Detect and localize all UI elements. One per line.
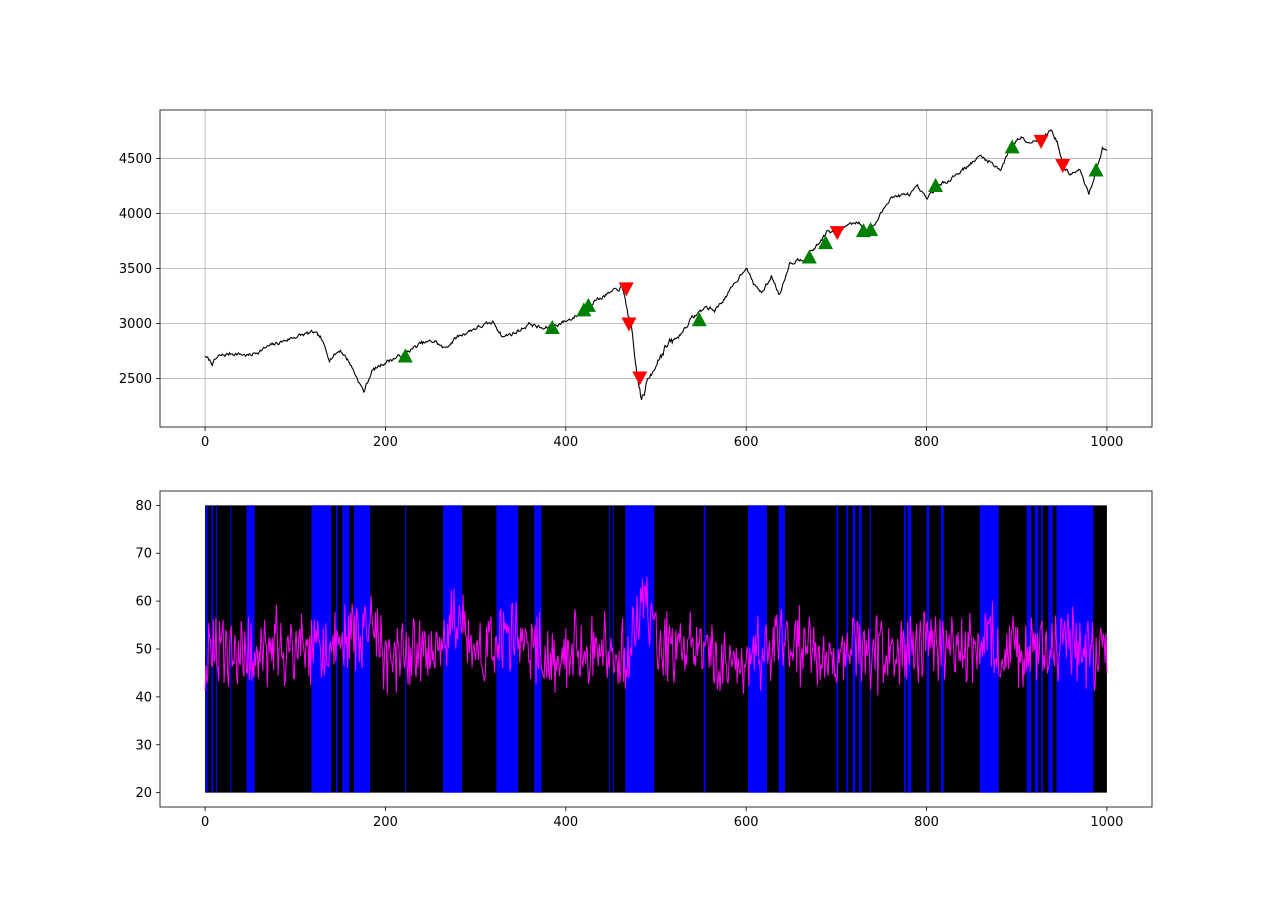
oscillator-line	[204, 576, 1108, 696]
x-tick-label: 600	[734, 815, 759, 830]
buy-marker	[801, 249, 817, 264]
sell-marker	[1033, 134, 1049, 149]
regime-band	[979, 505, 999, 793]
y-tick-label: 30	[135, 738, 152, 753]
chart-price: 0 200 400 600 800 1000 2500 3000 3500 4000 4500	[119, 109, 1153, 450]
x-tick-label: 800	[914, 435, 939, 450]
x-tick-label: 1000	[1090, 815, 1123, 830]
regime-band	[335, 505, 338, 793]
y-tick-label: 20	[135, 786, 152, 801]
x-tick-label: 200	[373, 435, 398, 450]
x-tick-label: 600	[734, 435, 759, 450]
regime-band	[778, 505, 785, 793]
regime-band	[609, 505, 611, 793]
regime-band	[846, 505, 849, 793]
y-tick-label: 50	[135, 643, 152, 658]
regime-band	[1041, 505, 1043, 793]
y-tick-label: 70	[135, 547, 152, 562]
regime-band	[869, 505, 871, 793]
regime-band	[703, 505, 706, 793]
buy-marker	[397, 348, 413, 363]
regime-band	[311, 505, 332, 793]
y-tick-label: 40	[135, 690, 152, 705]
chart-indicator: 0 200 400 600 800 1000 20 30 40 50 60 70 80	[135, 490, 1153, 830]
y-tick-label: 80	[135, 499, 152, 514]
y-tick-label: 4000	[119, 207, 152, 222]
plot-frame	[159, 490, 1153, 808]
y-tick-label: 60	[135, 595, 152, 610]
sell-marker	[621, 317, 637, 332]
y-tick-label: 3000	[119, 317, 152, 332]
x-tick-label: 400	[553, 815, 578, 830]
x-tick-label: 800	[914, 815, 939, 830]
y-tick-label: 2500	[119, 372, 152, 387]
buy-marker	[863, 221, 879, 236]
buy-marker	[928, 177, 944, 192]
x-tick-label: 0	[201, 435, 209, 450]
regime-band	[836, 505, 839, 793]
price-line	[204, 129, 1108, 400]
sell-marker	[829, 226, 845, 241]
regime-band	[496, 505, 519, 793]
x-tick-label: 1000	[1090, 435, 1123, 450]
regime-band	[1048, 505, 1053, 793]
regime-band	[342, 505, 350, 793]
buy-marker	[1004, 139, 1020, 154]
regime-band	[904, 505, 906, 793]
buy-marker	[580, 297, 596, 312]
buy-marker	[1088, 162, 1104, 177]
regime-band	[1034, 505, 1039, 793]
plot-frame	[159, 109, 1153, 428]
regime-band	[443, 505, 463, 793]
x-tick-label: 400	[553, 435, 578, 450]
regime-band	[747, 505, 767, 793]
buy-marker	[544, 319, 560, 334]
sell-marker	[618, 282, 634, 297]
y-tick-label: 3500	[119, 262, 152, 277]
regime-band	[230, 505, 232, 793]
buy-marker	[691, 312, 707, 327]
regime-band	[852, 505, 856, 793]
y-tick-label: 4500	[119, 152, 152, 167]
x-tick-label: 0	[201, 815, 209, 830]
x-tick-label: 200	[373, 815, 398, 830]
regime-band	[205, 505, 208, 793]
buy-marker	[818, 235, 834, 250]
regime-band	[940, 505, 944, 793]
sell-marker	[632, 371, 648, 386]
sell-marker	[1055, 159, 1071, 174]
regime-band	[625, 505, 655, 793]
